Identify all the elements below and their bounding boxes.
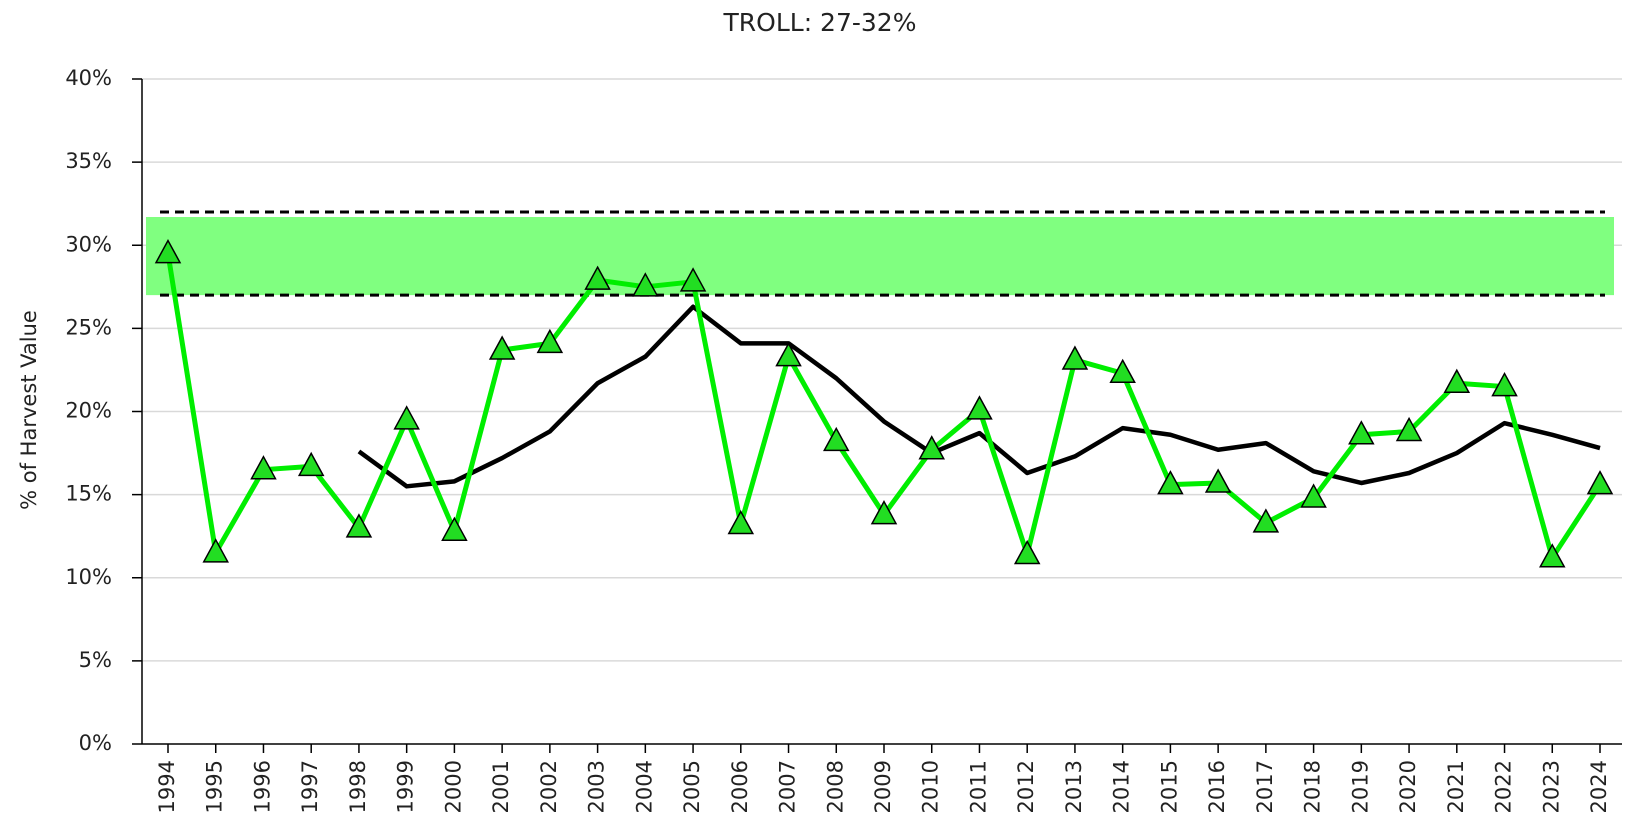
marker: [823, 426, 850, 452]
marker: [1491, 371, 1518, 397]
y-axis-label: % of Harvest Value: [17, 310, 41, 510]
x-tick-label: 1994: [155, 760, 179, 813]
marker: [488, 335, 516, 360]
x-tick-label: 2020: [1396, 760, 1420, 813]
marker: [632, 272, 659, 297]
marker: [250, 455, 277, 480]
marker: [345, 513, 373, 538]
x-tick-label: 2014: [1110, 760, 1134, 813]
x-tick-label: 2013: [1062, 760, 1086, 813]
marker: [966, 395, 993, 420]
marker: [1395, 416, 1423, 442]
x-tick-label: 2009: [871, 760, 895, 813]
x-tick-label: 1995: [203, 760, 227, 813]
x-tick-label: 2024: [1587, 760, 1611, 813]
x-tick-label: 2021: [1444, 760, 1468, 813]
y-tick-label: 0%: [79, 731, 112, 755]
x-tick-label: 1996: [250, 760, 274, 813]
marker: [202, 538, 229, 563]
marker: [584, 265, 611, 290]
marker: [297, 451, 325, 477]
x-tick-label: 2012: [1014, 760, 1038, 813]
y-tick-label: 5%: [79, 648, 112, 672]
target-band: [146, 217, 1614, 296]
x-tick-label: 2015: [1157, 760, 1181, 813]
x-tick-label: 2011: [966, 760, 990, 813]
x-tick-label: 2023: [1539, 760, 1563, 813]
x-tick-label: 2022: [1492, 760, 1516, 813]
marker: [1109, 358, 1136, 384]
marker: [1586, 470, 1614, 495]
marker: [536, 328, 564, 354]
x-tick-label: 2016: [1205, 760, 1229, 813]
marker: [727, 509, 755, 535]
marker: [870, 500, 898, 525]
marker: [441, 516, 468, 541]
x-tick-label: 2001: [489, 760, 513, 813]
x-tick-label: 2005: [680, 760, 704, 813]
marker: [1443, 368, 1471, 393]
y-tick-label: 15%: [65, 482, 112, 506]
x-tick-label: 1998: [346, 760, 370, 813]
y-tick-label: 35%: [65, 149, 112, 173]
chart-title: TROLL: 27-32%: [723, 8, 917, 37]
x-tick-label: 2008: [823, 760, 847, 813]
x-tick-label: 2000: [441, 760, 465, 813]
marker: [775, 342, 802, 367]
marker: [918, 435, 945, 460]
x-tick-label: 1997: [298, 760, 322, 813]
x-tick-label: 2017: [1253, 760, 1277, 813]
y-tick-label: 40%: [65, 66, 112, 90]
x-tick-label: 2007: [776, 760, 800, 813]
x-tick-label: 2018: [1301, 760, 1325, 813]
y-tick-label: 10%: [65, 565, 112, 589]
x-tick-label: 2019: [1348, 760, 1372, 813]
marker: [393, 405, 420, 430]
y-tick-label: 20%: [65, 399, 112, 423]
marker: [1252, 508, 1280, 533]
marker: [154, 238, 182, 264]
series-line: [357, 304, 1601, 489]
marker: [1204, 468, 1232, 493]
x-tick-label: 2006: [728, 760, 752, 813]
x-tick-label: 1999: [394, 760, 418, 813]
marker: [1157, 470, 1184, 495]
marker: [1539, 543, 1566, 568]
x-tick-label: 2004: [632, 760, 656, 813]
marker: [1300, 483, 1327, 508]
marker: [1348, 420, 1375, 445]
marker: [679, 267, 707, 292]
x-tick-label: 2003: [585, 760, 609, 813]
x-tick-label: 2010: [919, 760, 943, 813]
x-tick-label: 2002: [537, 760, 561, 813]
marker: [1013, 539, 1041, 565]
y-tick-label: 25%: [65, 315, 112, 339]
y-tick-label: 30%: [65, 232, 112, 256]
marker: [1061, 345, 1089, 370]
